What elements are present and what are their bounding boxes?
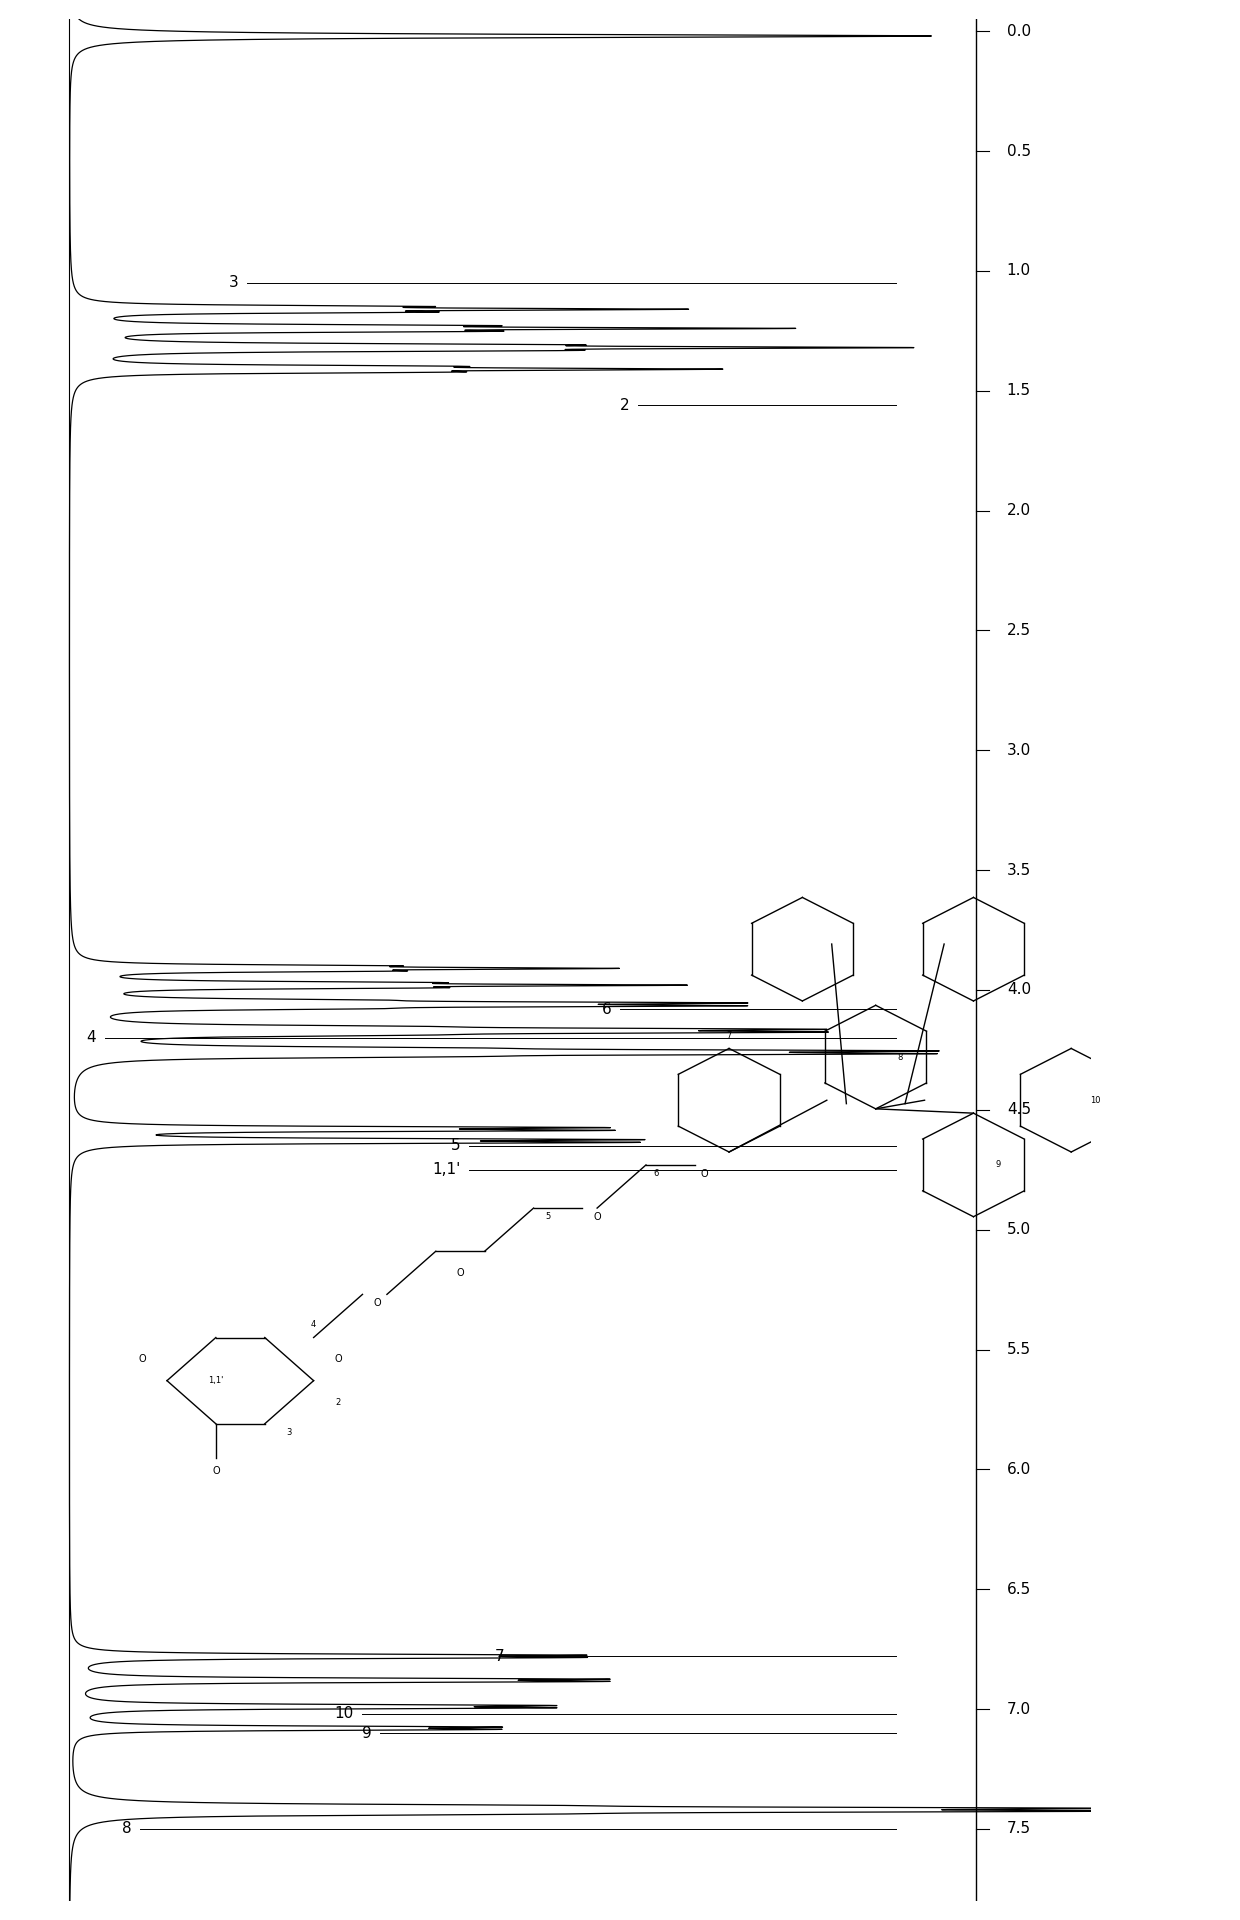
Text: O: O [139, 1354, 146, 1363]
Text: 2: 2 [620, 397, 629, 413]
Text: 6.5: 6.5 [1007, 1582, 1030, 1597]
Text: 8: 8 [122, 1822, 131, 1836]
Text: 6.0: 6.0 [1007, 1461, 1030, 1476]
Text: 3: 3 [286, 1428, 291, 1436]
Text: 3.5: 3.5 [1007, 862, 1030, 877]
Text: 7: 7 [495, 1649, 505, 1665]
Text: 1,1': 1,1' [208, 1377, 223, 1384]
Text: O: O [456, 1267, 464, 1279]
Text: 5.5: 5.5 [1007, 1342, 1030, 1357]
Text: 7.5: 7.5 [1007, 1822, 1030, 1836]
Text: 7: 7 [727, 1031, 732, 1041]
Text: 9: 9 [362, 1726, 372, 1741]
Text: 2.0: 2.0 [1007, 503, 1030, 518]
Text: 6: 6 [601, 1002, 611, 1016]
Text: 2: 2 [336, 1398, 341, 1407]
Text: 5.0: 5.0 [1007, 1223, 1030, 1236]
Text: O: O [373, 1298, 381, 1308]
Text: 2.5: 2.5 [1007, 622, 1030, 637]
Text: 8: 8 [898, 1052, 903, 1062]
Text: 5: 5 [450, 1139, 460, 1154]
Text: O: O [335, 1354, 342, 1363]
Text: 0.0: 0.0 [1007, 23, 1030, 38]
Text: 6: 6 [653, 1169, 658, 1179]
Text: O: O [212, 1467, 219, 1476]
Text: 1,1': 1,1' [432, 1162, 460, 1177]
Text: 3.0: 3.0 [1007, 743, 1030, 758]
Text: 7.0: 7.0 [1007, 1701, 1030, 1716]
Text: 3: 3 [228, 275, 238, 290]
Text: O: O [593, 1212, 601, 1221]
Text: 4: 4 [87, 1031, 95, 1044]
Text: 10: 10 [1090, 1096, 1101, 1104]
Text: 4.5: 4.5 [1007, 1102, 1030, 1117]
Text: O: O [701, 1169, 708, 1179]
Text: 1.5: 1.5 [1007, 384, 1030, 397]
Text: 4: 4 [311, 1321, 316, 1329]
Text: 5: 5 [546, 1212, 551, 1221]
Text: 9: 9 [996, 1160, 1001, 1169]
Text: 10: 10 [335, 1707, 353, 1722]
Text: 1.0: 1.0 [1007, 263, 1030, 278]
Text: 0.5: 0.5 [1007, 144, 1030, 159]
Text: 4.0: 4.0 [1007, 983, 1030, 998]
